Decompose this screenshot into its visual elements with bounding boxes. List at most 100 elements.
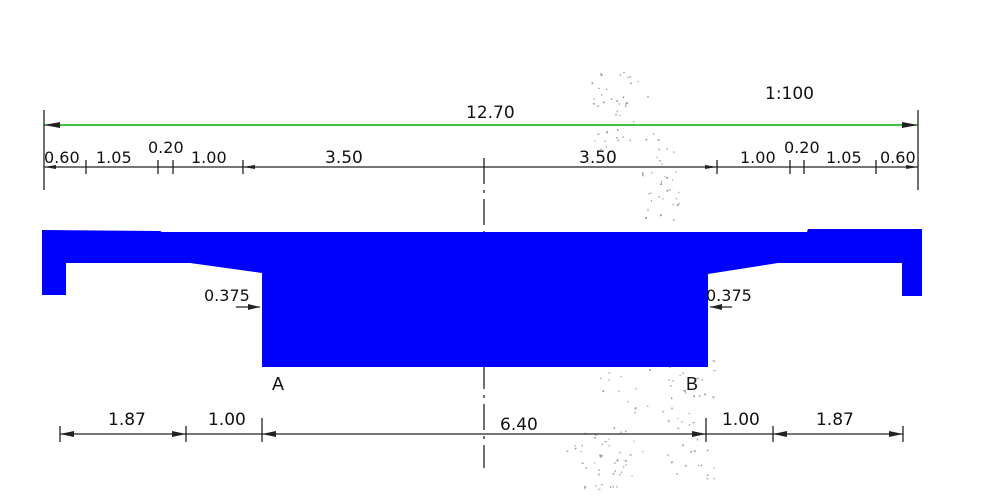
scan-speck xyxy=(615,114,617,116)
seg-label-4: 3.50 xyxy=(325,148,363,168)
scan-speck xyxy=(612,485,614,488)
arrow-icon xyxy=(262,431,276,437)
scan-speck xyxy=(626,102,628,104)
scan-speck xyxy=(679,374,681,376)
point-b-label: B xyxy=(686,374,698,394)
point-a-label: A xyxy=(272,374,284,394)
scan-speck xyxy=(599,454,601,457)
scan-speck xyxy=(601,94,603,96)
scan-speck xyxy=(661,163,663,165)
offset-left-label: 0.375 xyxy=(204,286,250,305)
arrow-icon xyxy=(44,165,56,169)
scan-speck xyxy=(657,139,660,141)
scan-speck xyxy=(693,395,695,398)
scan-speck xyxy=(682,372,684,374)
scan-speck xyxy=(600,454,603,457)
scan-speck xyxy=(606,146,607,148)
scan-speck xyxy=(634,407,637,410)
arrow-icon xyxy=(248,304,260,310)
scan-speck xyxy=(671,407,673,410)
scan-speck xyxy=(647,96,649,98)
scan-speck xyxy=(648,193,650,195)
scan-speck xyxy=(635,387,637,390)
bridge-deck-section xyxy=(42,229,922,367)
scan-speck xyxy=(614,462,616,464)
seg-label-7: 0.20 xyxy=(784,138,820,157)
scan-speck xyxy=(666,148,669,150)
scan-speck xyxy=(585,467,587,469)
scan-speck xyxy=(614,470,616,473)
scan-speck xyxy=(627,76,629,78)
scan-speck xyxy=(706,449,709,452)
scan-speck xyxy=(594,436,596,439)
scan-speck xyxy=(713,370,716,372)
scan-speck xyxy=(634,412,637,414)
scan-speck xyxy=(625,105,627,108)
scan-speck xyxy=(629,454,632,456)
scan-speck xyxy=(604,140,606,142)
scan-speck xyxy=(684,392,687,394)
bottom-seg-label-2: 6.40 xyxy=(500,415,538,435)
seg-label-1: 1.05 xyxy=(96,148,132,167)
scan-speck xyxy=(598,469,600,471)
scan-speck xyxy=(662,198,664,200)
top-dimension-chain: 0.60 1.05 0.20 1.00 3.50 3.50 1.00 0.20 … xyxy=(44,138,918,174)
scan-speck xyxy=(593,98,595,100)
scan-speck xyxy=(693,450,696,452)
scan-speck xyxy=(675,171,677,173)
offset-right: 0.375 xyxy=(706,286,752,310)
scan-speck xyxy=(672,179,674,181)
scan-speck xyxy=(651,200,653,202)
scan-speck xyxy=(601,443,603,446)
scan-speck xyxy=(619,74,621,76)
scan-speck xyxy=(649,369,651,371)
scan-speck xyxy=(605,88,608,90)
scan-speck xyxy=(604,441,607,443)
scan-speck xyxy=(617,139,619,142)
scan-speck xyxy=(566,450,569,452)
seg-label-8: 1.05 xyxy=(826,148,862,167)
scan-speck xyxy=(696,377,699,380)
scan-speck xyxy=(713,478,716,480)
scan-speck xyxy=(649,192,652,194)
scan-speck xyxy=(598,473,600,476)
scan-speck xyxy=(631,475,633,477)
overall-dimension: 12.70 xyxy=(43,103,919,190)
scan-speck xyxy=(600,377,602,379)
scan-speck xyxy=(608,438,610,440)
bottom-seg-label-4: 1.87 xyxy=(816,410,854,430)
scan-speck xyxy=(651,172,653,174)
scan-speck xyxy=(612,473,615,475)
scan-speck xyxy=(616,459,619,462)
scan-speck xyxy=(629,139,631,142)
scan-speck xyxy=(659,160,661,162)
arrow-icon xyxy=(705,165,717,169)
scan-speck xyxy=(653,133,655,135)
scan-speck xyxy=(630,82,632,85)
scan-speck xyxy=(602,390,605,392)
scan-speck xyxy=(600,74,603,76)
scan-speck xyxy=(658,148,660,151)
scan-speck xyxy=(620,431,622,433)
scan-speck xyxy=(669,366,671,369)
scan-speck xyxy=(633,440,635,442)
scan-speck xyxy=(595,485,597,487)
scan-speck xyxy=(642,450,644,453)
scan-speck xyxy=(690,451,692,453)
scan-speck xyxy=(597,133,600,135)
scan-speck xyxy=(594,462,596,464)
scan-speck xyxy=(619,114,621,117)
scan-speck xyxy=(669,189,671,191)
scan-speck xyxy=(611,98,613,100)
scan-speck xyxy=(706,478,709,480)
scan-speck xyxy=(712,396,715,399)
seg-label-5: 3.50 xyxy=(579,148,617,168)
scan-speck xyxy=(608,379,610,381)
scan-speck xyxy=(645,138,648,141)
arrow-left-icon xyxy=(44,122,60,128)
scale-label: 1:100 xyxy=(765,84,814,104)
scan-speck xyxy=(610,486,612,488)
scan-speck xyxy=(647,208,649,211)
scan-speck xyxy=(678,203,680,205)
scan-speck xyxy=(574,447,577,450)
